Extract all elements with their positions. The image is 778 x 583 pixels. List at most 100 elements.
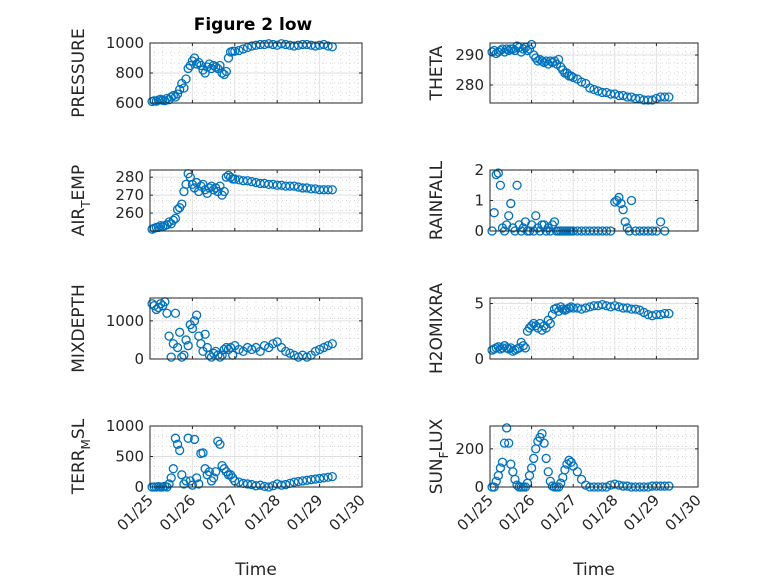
data-point — [526, 321, 537, 331]
data-point — [576, 77, 587, 87]
data-point — [529, 453, 539, 464]
data-point — [189, 316, 200, 326]
data-point — [581, 480, 591, 490]
data-point — [549, 217, 560, 227]
data-point — [194, 479, 204, 489]
data-point — [499, 438, 510, 448]
subplot-rainfall: 0 1 2 RAINFALL — [427, 160, 699, 240]
series-points — [487, 300, 674, 356]
data-point — [219, 186, 229, 197]
data-point — [660, 92, 670, 102]
data-point — [166, 473, 176, 483]
data-point — [493, 168, 503, 178]
data-point — [327, 339, 337, 349]
data-point — [560, 465, 570, 475]
data-point — [164, 331, 174, 341]
subplot-h2omixra: 0 5 H2OMIXRA — [427, 283, 699, 374]
data-point — [664, 308, 674, 319]
x-axis-label: Time — [234, 560, 277, 580]
data-point — [230, 46, 240, 56]
data-point — [510, 474, 520, 485]
data-point — [191, 473, 202, 483]
data-point — [208, 473, 219, 483]
data-point — [660, 481, 670, 491]
data-point — [585, 83, 595, 93]
data-point — [247, 177, 257, 187]
data-point — [289, 41, 299, 51]
y-label-part: SUN — [427, 458, 447, 494]
data-point — [198, 448, 208, 458]
data-point — [175, 84, 185, 95]
y-label-part: SL — [69, 418, 89, 439]
y-tick-label: 260 — [115, 204, 144, 222]
y-label-subscript: F — [437, 451, 451, 458]
data-point — [664, 481, 674, 491]
data-point — [539, 438, 549, 448]
y-tick-label: 270 — [115, 186, 144, 204]
data-point — [225, 172, 236, 182]
axes-frame — [149, 297, 363, 360]
data-point — [219, 344, 229, 355]
y-tick-label: 1 — [474, 192, 484, 210]
data-point — [204, 467, 215, 477]
data-point — [501, 423, 512, 433]
data-point — [576, 304, 587, 314]
data-point — [495, 463, 506, 473]
data-point — [234, 344, 244, 355]
data-point — [314, 344, 325, 355]
data-point — [181, 335, 191, 345]
data-point — [191, 310, 202, 320]
y-tick-label: 0 — [134, 350, 144, 368]
data-point — [268, 339, 278, 349]
data-point — [302, 39, 312, 50]
y-tick-label: 1000 — [106, 34, 144, 52]
data-point — [545, 318, 555, 329]
y-axis-label: RAINFALL — [427, 160, 447, 240]
data-point — [185, 60, 195, 71]
y-tick-label: 280 — [115, 168, 144, 186]
data-point — [323, 41, 333, 51]
data-point — [168, 464, 178, 474]
data-point — [168, 90, 178, 101]
data-point — [541, 453, 551, 464]
data-point — [506, 198, 516, 209]
data-point — [281, 479, 291, 490]
data-point — [589, 84, 599, 95]
data-point — [177, 352, 187, 362]
y-axis-label: THETA — [427, 45, 447, 101]
data-point — [618, 204, 628, 215]
subplot-pressure: 600 800 1000 PRESSURE — [69, 28, 363, 118]
data-point — [183, 341, 193, 351]
data-point — [175, 445, 185, 456]
data-point — [221, 172, 231, 182]
axes-frame — [149, 169, 363, 232]
data-point — [323, 185, 333, 195]
y-axis-label: AIRTEMP — [69, 165, 93, 236]
data-point — [537, 428, 547, 439]
data-point — [581, 303, 591, 313]
data-point — [223, 53, 234, 63]
data-point — [170, 433, 181, 443]
data-point — [616, 198, 626, 209]
data-point — [572, 467, 583, 477]
data-point — [255, 480, 265, 490]
data-point — [172, 89, 183, 99]
data-point — [264, 39, 274, 49]
y-tick-label: 200 — [455, 440, 484, 458]
data-point — [234, 477, 244, 487]
data-point — [526, 39, 537, 50]
data-point — [620, 217, 630, 227]
data-point — [491, 476, 501, 486]
y-label-part: TERR — [69, 449, 89, 495]
y-tick-label: 0 — [134, 478, 144, 496]
data-point — [504, 438, 514, 448]
data-point — [234, 45, 244, 56]
data-point — [194, 186, 204, 197]
data-point — [217, 68, 227, 78]
y-tick-label: 0 — [474, 350, 484, 368]
data-point — [497, 457, 508, 467]
y-axis-label: SUNFLUX — [427, 418, 451, 494]
data-point — [196, 60, 206, 71]
data-point — [327, 471, 337, 482]
